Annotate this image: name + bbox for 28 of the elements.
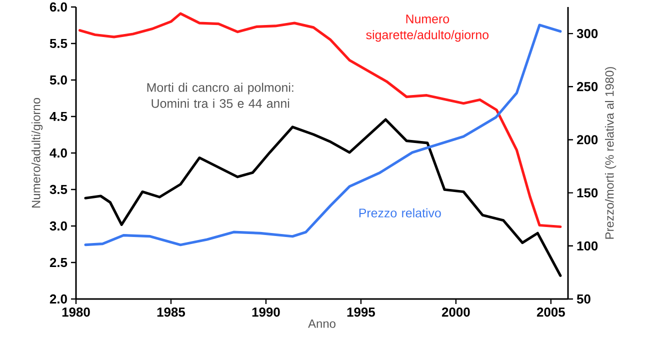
- x-tick-label: 1990: [252, 308, 280, 317]
- y2-axis-title: Prezzo/morti (% relativa al 1980): [604, 67, 616, 239]
- x-tick-label: 2005: [536, 308, 565, 317]
- series-label: Morti di cancro ai polmoni: Uomini tra i 35 e 44 anni: [147, 82, 294, 108]
- y2-tick-label: 50: [576, 294, 590, 304]
- x-tick-label: 1995: [347, 308, 375, 317]
- y2-tick-label: 100: [577, 241, 598, 250]
- y-tick-label: 6.0: [50, 2, 67, 12]
- y-axis-title: Numero/adulti/giorno: [32, 98, 43, 208]
- x-axis-title: Anno: [308, 320, 336, 328]
- x-tick-label: 2000: [442, 308, 470, 317]
- y-tick-label: 4.5: [50, 112, 68, 122]
- y2-tick-label: 200: [576, 135, 598, 144]
- x-tick-label: 1985: [157, 308, 186, 317]
- series-label: Numero sigarette/adulto/giorno: [366, 14, 489, 42]
- y-tick-label: 3.5: [50, 184, 68, 194]
- y2-tick-label: 150: [577, 188, 598, 198]
- line-series: [84, 118, 562, 277]
- y-tick-label: 2.5: [50, 258, 68, 268]
- y-tick-label: 5.5: [50, 38, 68, 48]
- y2-tick-label: 300: [576, 28, 598, 38]
- y-tick-label: 2.0: [50, 294, 67, 304]
- y-tick-label: 5.0: [50, 75, 67, 85]
- x-tick-label: 1980: [62, 308, 90, 317]
- y-tick-label: 4.0: [50, 148, 67, 158]
- series-label: Prezzo relativo: [359, 208, 441, 218]
- y-tick-label: 3.0: [50, 221, 67, 231]
- y2-tick-label: 250: [576, 82, 598, 92]
